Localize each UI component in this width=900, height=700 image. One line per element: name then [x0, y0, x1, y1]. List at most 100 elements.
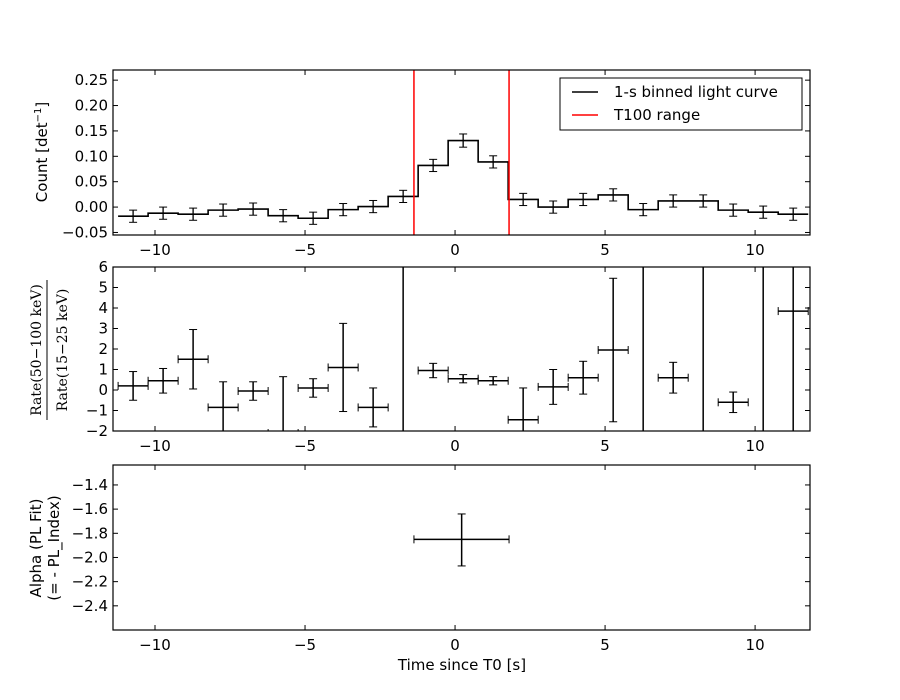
hardness-point [207, 381, 239, 431]
hardness-point [327, 322, 359, 413]
error-bar [699, 194, 708, 208]
y-label-main: Count [det [33, 122, 51, 202]
y-tick-label: −2.2 [72, 573, 108, 591]
error-bar [459, 133, 468, 148]
y-label-superscript: −1 [33, 108, 44, 123]
y-axis-label-2: (= - PL_Index) [45, 495, 64, 600]
hardness-point [267, 376, 299, 431]
y-tick-label: 0.15 [75, 122, 108, 140]
axes-frame [112, 266, 811, 432]
legend: 1-s binned light curve T100 range [559, 77, 803, 131]
error-bar [189, 207, 198, 221]
y-tick-label: −2 [86, 422, 108, 440]
hardness-point [597, 277, 629, 423]
plot-area [117, 267, 809, 431]
y-label-denominator: Rate(15−25 keV) [55, 289, 71, 412]
y-axis-label: Rate(50−100 keV) Rate(15−25 keV) [29, 280, 71, 420]
hardness-point [567, 360, 599, 395]
error-bar [669, 194, 678, 208]
hardness-point [507, 387, 539, 431]
y-tick-label: 0 [98, 381, 108, 399]
error-bar [549, 200, 558, 214]
x-tick-label: 5 [600, 437, 610, 455]
error-bar [399, 189, 408, 204]
legend-label: T100 range [613, 106, 700, 124]
error-bar [159, 206, 168, 220]
error-bar [759, 205, 768, 219]
hardness-point [762, 267, 764, 431]
panel-1: −10 −5 0 5 10 −0.05 0.00 0.05 0.10 0.15 0.20 0.25 1-… [33, 69, 811, 259]
hardness-point [537, 369, 569, 405]
x-tick-label: 10 [746, 437, 765, 455]
y-tick-label: 1 [98, 361, 108, 379]
y-tick-label: 3 [98, 320, 108, 338]
error-bar [309, 211, 318, 225]
x-tick-label: −5 [294, 437, 316, 455]
axes-frame [112, 69, 811, 236]
error-bar [639, 203, 648, 217]
x-axis-label: Time since T0 [s] [397, 656, 526, 674]
hardness-point [237, 381, 269, 401]
x-tick-label: 0 [450, 437, 460, 455]
x-tick-label: 10 [746, 241, 765, 259]
error-bar [579, 192, 588, 207]
y-tick-label: 0.25 [75, 71, 108, 89]
x-tick-label: −10 [139, 437, 171, 455]
hardness-point [402, 267, 404, 431]
y-tick-label: −1.6 [72, 500, 108, 518]
y-tick-label: −1.4 [72, 476, 108, 494]
y-tick-label: 4 [98, 299, 108, 317]
panel-3: −10 −5 0 5 10 −2.4 −2.2 −2.0 −1.8 −1.6 −1.4 Alpha (… [27, 464, 811, 674]
hardness-point [717, 391, 749, 414]
hardness-point [297, 378, 329, 398]
y-tick-label: −1.8 [72, 524, 108, 542]
y-tick-label: 5 [98, 279, 108, 297]
error-bar [429, 158, 438, 173]
x-tick-label: 5 [600, 636, 610, 654]
error-bar [279, 209, 288, 223]
hardness-point [477, 376, 509, 386]
hardness-point [447, 374, 479, 384]
y-tick-label: −0.05 [62, 223, 108, 241]
error-bar [789, 207, 798, 221]
error-bar [489, 155, 498, 169]
axes-frame [112, 464, 811, 631]
alpha-point [413, 513, 510, 567]
error-bar [369, 199, 378, 214]
y-axis-label: Alpha (PL Fit) [27, 499, 45, 598]
legend-label: 1-s binned light curve [614, 83, 778, 101]
light-curve-step [118, 139, 809, 220]
y-tick-label: 0.00 [75, 198, 108, 216]
y-tick-label: 2 [98, 340, 108, 358]
legend-box [559, 77, 803, 131]
y-tick-label: 0.10 [75, 147, 108, 165]
hardness-point [702, 267, 704, 431]
y-tick-label: −1 [86, 402, 108, 420]
y-label-end: ] [33, 102, 51, 108]
error-bar [129, 209, 138, 223]
x-tick-label: 10 [746, 636, 765, 654]
hardness-point [117, 371, 149, 401]
hardness-point [642, 267, 644, 431]
x-tick-label: 0 [450, 241, 460, 259]
y-tick-label: 6 [98, 258, 108, 276]
error-bar [249, 202, 258, 216]
hardness-point [417, 362, 449, 379]
y-tick-label: −2.0 [72, 548, 108, 566]
error-bar [519, 192, 528, 207]
hardness-point [177, 329, 209, 390]
error-bar [729, 203, 738, 217]
hardness-point [777, 267, 809, 431]
y-label-numerator: Rate(50−100 keV) [29, 284, 45, 416]
hardness-point [657, 361, 689, 394]
x-tick-label: −5 [294, 241, 316, 259]
hardness-point [357, 387, 389, 428]
x-tick-label: 0 [450, 636, 460, 654]
x-tick-label: −10 [139, 241, 171, 259]
y-tick-label: −2.4 [72, 597, 108, 615]
x-tick-label: 5 [600, 241, 610, 259]
hardness-point [147, 367, 179, 394]
